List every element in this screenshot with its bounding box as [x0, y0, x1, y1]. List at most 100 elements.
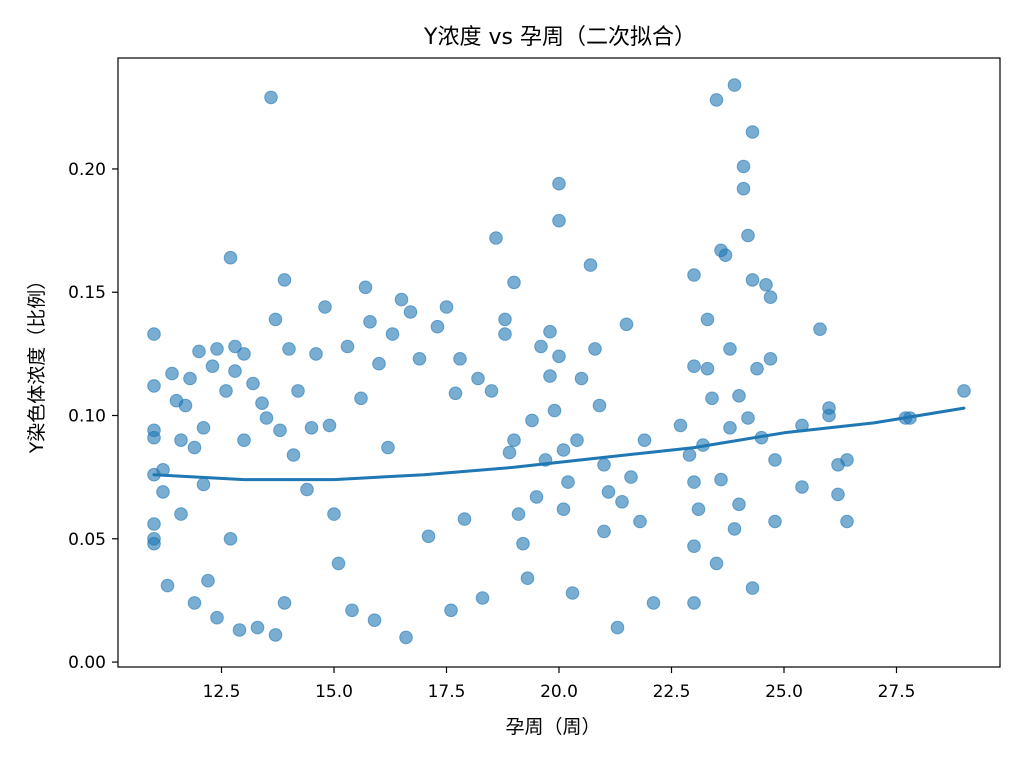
data-point-13 — [174, 433, 188, 448]
x-axis-label: 孕周（周） — [505, 716, 600, 738]
data-point-17 — [187, 440, 202, 455]
data-point-142 — [745, 125, 760, 139]
data-point-59 — [367, 613, 382, 628]
y-axis-label: Y染色体浓度（比例） — [26, 271, 48, 455]
data-point-127 — [709, 93, 724, 107]
data-point-101 — [574, 371, 589, 386]
data-point-96 — [556, 443, 571, 457]
data-point-26 — [219, 384, 233, 398]
data-point-147 — [759, 278, 773, 292]
data-point-84 — [516, 536, 530, 551]
data-point-30 — [228, 364, 242, 378]
data-point-82 — [507, 433, 521, 448]
y-tick-label-3: 0.15 — [68, 283, 106, 303]
data-point-77 — [489, 231, 503, 245]
data-point-32 — [237, 347, 251, 361]
x-tick-label-2: 17.5 — [428, 682, 466, 702]
data-point-80 — [502, 445, 517, 460]
data-point-27 — [223, 250, 238, 265]
data-point-163 — [957, 384, 971, 398]
data-point-65 — [403, 305, 418, 319]
data-point-140 — [741, 228, 755, 243]
data-point-148 — [763, 290, 778, 305]
data-point-130 — [714, 472, 728, 487]
data-point-71 — [448, 386, 463, 401]
fit-curve — [152, 406, 966, 482]
fit-curve-layer — [152, 406, 966, 482]
data-point-116 — [682, 448, 697, 462]
data-point-69 — [439, 300, 454, 314]
data-point-114 — [646, 596, 661, 610]
data-point-83 — [511, 507, 526, 521]
data-point-93 — [552, 176, 566, 191]
data-point-34 — [246, 376, 260, 391]
data-point-55 — [345, 603, 359, 618]
data-point-136 — [732, 389, 746, 403]
data-point-46 — [291, 384, 305, 398]
data-point-54 — [340, 339, 355, 354]
data-point-47 — [300, 482, 314, 497]
data-point-154 — [813, 322, 827, 337]
data-point-60 — [372, 356, 386, 371]
data-point-121 — [687, 596, 701, 610]
data-point-20 — [196, 421, 211, 435]
data-point-57 — [358, 280, 373, 295]
data-point-50 — [318, 300, 332, 314]
data-point-137 — [732, 497, 746, 512]
data-point-66 — [412, 352, 427, 366]
x-tick-label-0: 12.5 — [203, 682, 241, 702]
data-point-106 — [597, 524, 611, 539]
data-point-76 — [484, 384, 499, 398]
data-point-119 — [687, 475, 701, 489]
data-point-16 — [183, 371, 197, 386]
data-point-67 — [421, 529, 436, 544]
x-tick-label-1: 15.0 — [315, 682, 353, 702]
data-point-45 — [286, 448, 301, 462]
data-point-31 — [232, 623, 247, 637]
data-point-49 — [309, 347, 323, 361]
data-point-128 — [709, 556, 724, 571]
data-point-36 — [255, 396, 269, 411]
chart-title: Y浓度 vs 孕周（二次拟合） — [423, 25, 696, 50]
data-point-62 — [385, 327, 400, 341]
data-point-110 — [619, 317, 634, 332]
data-point-112 — [633, 514, 647, 529]
data-point-63 — [394, 292, 409, 307]
data-point-72 — [453, 352, 467, 366]
data-point-41 — [273, 423, 287, 438]
data-point-61 — [381, 440, 395, 455]
data-point-120 — [687, 539, 701, 554]
data-point-73 — [457, 512, 472, 526]
data-point-99 — [565, 586, 580, 600]
data-point-58 — [363, 315, 377, 329]
data-point-144 — [745, 581, 760, 595]
data-point-109 — [615, 495, 629, 509]
data-point-53 — [331, 556, 346, 571]
data-point-10 — [160, 578, 175, 593]
data-point-48 — [304, 421, 319, 435]
data-point-44 — [282, 342, 296, 356]
data-point-90 — [543, 324, 557, 339]
data-point-111 — [624, 470, 638, 484]
data-point-3 — [147, 430, 161, 445]
data-point-42 — [277, 273, 292, 287]
data-point-138 — [736, 159, 751, 174]
data-point-51 — [322, 418, 337, 433]
data-point-21 — [196, 477, 211, 492]
data-point-103 — [588, 342, 602, 356]
data-point-74 — [471, 371, 485, 386]
data-point-9 — [156, 485, 170, 499]
x-tick-label-4: 22.5 — [653, 682, 691, 702]
y-tick-label-1: 0.05 — [68, 530, 106, 550]
data-point-29 — [228, 339, 242, 354]
data-point-35 — [250, 620, 265, 635]
y-tick-label-2: 0.10 — [68, 407, 106, 427]
data-point-87 — [529, 490, 544, 504]
data-point-70 — [444, 603, 458, 618]
data-point-81 — [507, 275, 521, 290]
data-point-88 — [534, 339, 548, 354]
data-point-97 — [556, 502, 571, 517]
data-point-104 — [592, 398, 607, 413]
